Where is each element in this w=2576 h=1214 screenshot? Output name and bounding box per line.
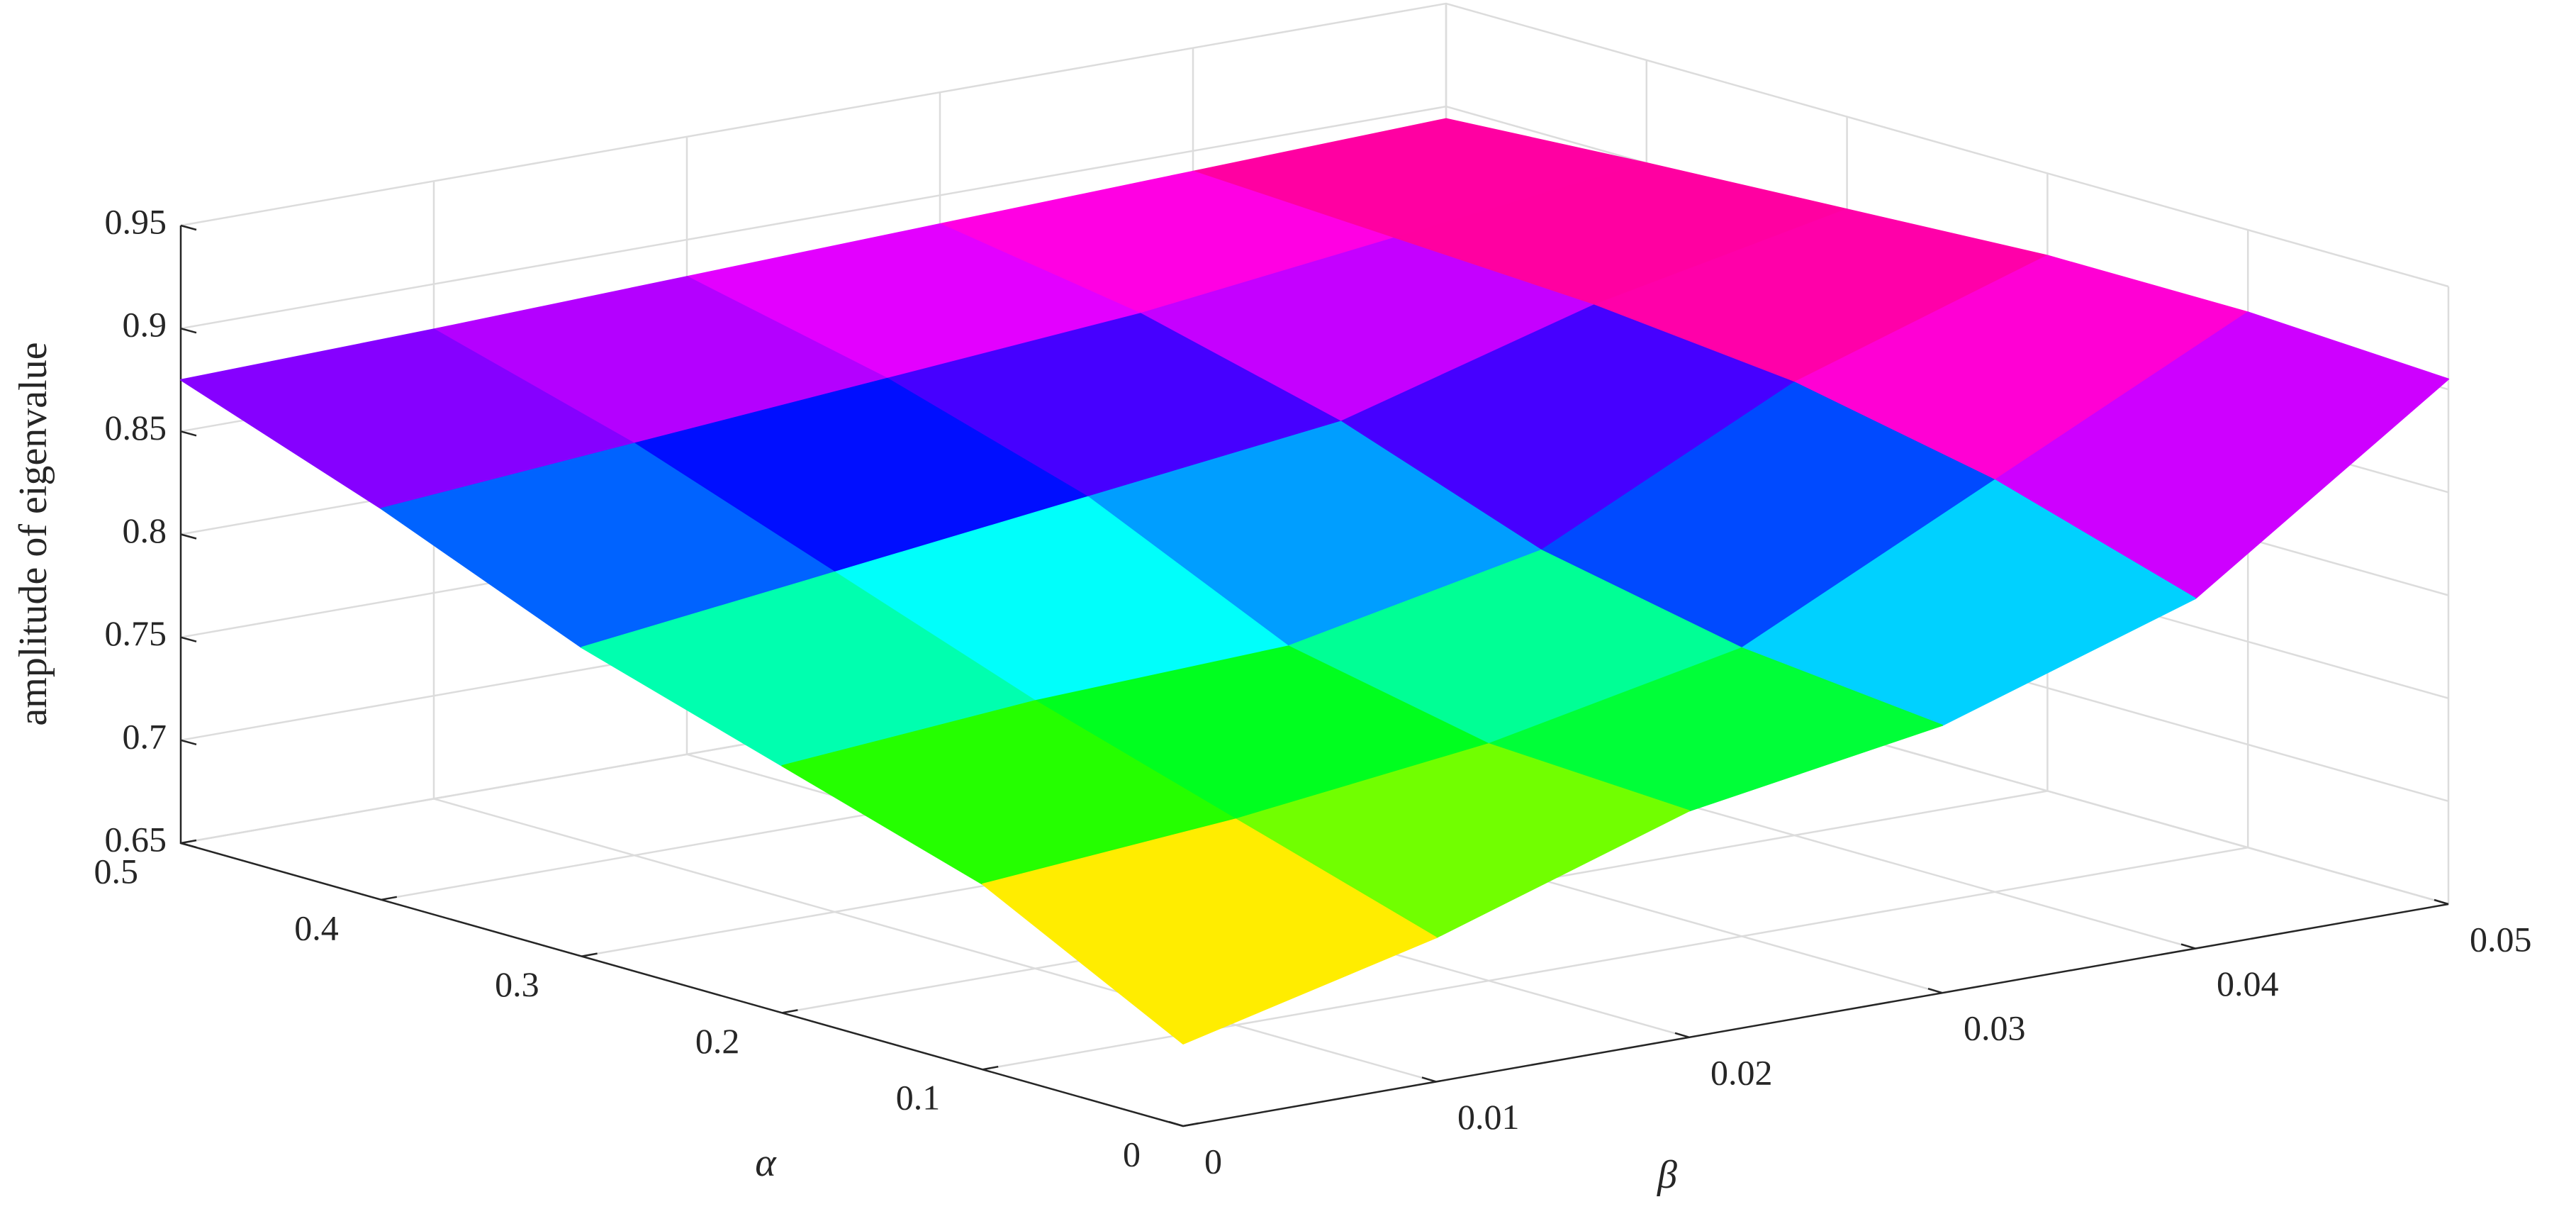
- z-tick-label: 0.75: [105, 613, 167, 653]
- z-tick: [180, 636, 197, 642]
- z-tick: [180, 327, 197, 334]
- z-tick: [180, 224, 197, 231]
- z-tick: [180, 533, 197, 540]
- z-tick-label: 0.8: [123, 511, 167, 550]
- x-tick: [1421, 1076, 1437, 1083]
- y-tick: [782, 1009, 798, 1014]
- x-tick: [2434, 898, 2449, 906]
- z-tick: [180, 739, 197, 746]
- z-tick-label: 0.65: [105, 819, 167, 859]
- x-axis-label: β: [1657, 1153, 1677, 1197]
- z-tick: [180, 430, 197, 437]
- y-tick-label: 0.3: [495, 964, 539, 1004]
- y-tick-label: 0: [1123, 1134, 1141, 1174]
- x-tick-label: 0.01: [1457, 1097, 1520, 1137]
- x-tick-label: 0.05: [2470, 919, 2532, 959]
- y-tick: [1182, 1122, 1199, 1127]
- y-tick: [982, 1065, 999, 1071]
- y-tick: [581, 952, 598, 957]
- z-tick-label: 0.85: [105, 408, 167, 447]
- x-tick-label: 0.03: [1964, 1008, 2026, 1048]
- z-axis-label: amplitude of eigenvalue: [11, 342, 55, 725]
- x-tick-label: 0.04: [2217, 964, 2279, 1003]
- x-tick: [1927, 988, 1943, 994]
- y-tick-label: 0.1: [896, 1078, 941, 1118]
- x-tick: [2180, 943, 2196, 950]
- x-tick-label: 0.02: [1710, 1052, 1773, 1092]
- z-tick-label: 0.9: [123, 305, 167, 345]
- y-tick-label: 0.2: [695, 1021, 740, 1061]
- grid-line: [180, 2, 2449, 288]
- x-tick-label: 0: [1204, 1141, 1222, 1181]
- y-tick: [381, 896, 398, 901]
- y-tick-label: 0.4: [294, 908, 339, 947]
- x-tick: [1168, 1120, 1184, 1127]
- surface-patch: [982, 818, 1437, 1045]
- z-tick: [180, 842, 197, 849]
- y-axis-label: α: [755, 1141, 777, 1185]
- z-tick-label: 0.7: [123, 716, 167, 756]
- y-tick: [180, 839, 197, 845]
- z-tick-label: 0.95: [105, 201, 167, 241]
- y-tick-label: 0.5: [94, 851, 139, 891]
- x-tick: [1674, 1032, 1690, 1038]
